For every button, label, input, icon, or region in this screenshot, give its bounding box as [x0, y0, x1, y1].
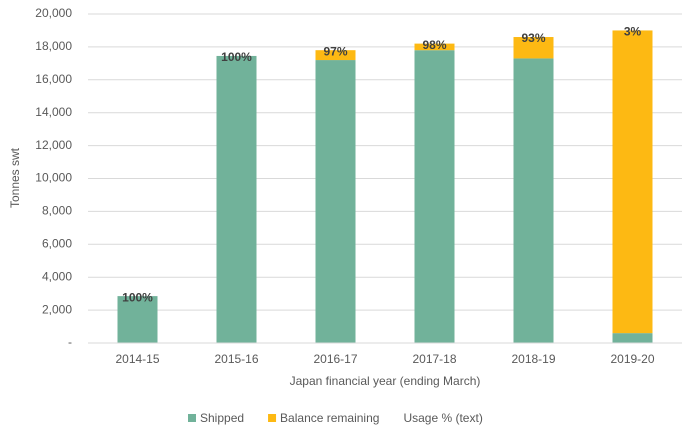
bar-segment [612, 30, 653, 334]
bar-segment [117, 296, 158, 343]
bar-segment [414, 50, 455, 343]
y-tick-label: 20,000 [35, 6, 72, 20]
bar-segment [216, 55, 257, 343]
legend-label: Usage % (text) [403, 411, 482, 425]
y-tick-label: 10,000 [35, 171, 72, 185]
bar-segment [414, 43, 455, 51]
y-tick-label: 18,000 [35, 39, 72, 53]
y-tick-label: 16,000 [35, 72, 72, 86]
bar-segment [513, 37, 554, 59]
x-axis-title: Japan financial year (ending March) [290, 374, 481, 388]
data-label: 3% [624, 25, 642, 39]
legend-label: Shipped [200, 411, 244, 425]
legend-swatch [268, 414, 277, 422]
bar-segment [513, 58, 554, 343]
data-label: 98% [422, 38, 446, 52]
y-axis-title: Tonnes swt [8, 147, 22, 208]
data-label: 93% [521, 31, 545, 45]
legend-label: Balance remaining [280, 411, 379, 425]
y-tick-label: 12,000 [35, 138, 72, 152]
y-tick-label: - [68, 335, 72, 349]
x-tick-label: 2019-20 [610, 352, 654, 366]
y-tick-label: 4,000 [42, 269, 72, 283]
bar-segment [612, 333, 653, 343]
legend-swatch [188, 414, 196, 422]
x-tick-label: 2017-18 [412, 352, 456, 366]
data-label: 100% [122, 290, 153, 304]
y-tick-label: 14,000 [35, 105, 72, 119]
x-tick-label: 2018-19 [511, 352, 555, 366]
bar-segment [315, 50, 356, 61]
x-tick-label: 2015-16 [214, 352, 258, 366]
y-tick-label: 8,000 [42, 204, 72, 218]
x-tick-label: 2014-15 [115, 352, 159, 366]
data-label: 100% [221, 50, 252, 64]
bar-segment [315, 60, 356, 344]
y-tick-label: 6,000 [42, 236, 72, 250]
y-tick-label: 2,000 [42, 302, 72, 316]
data-label: 97% [323, 44, 347, 58]
x-tick-label: 2016-17 [313, 352, 357, 366]
